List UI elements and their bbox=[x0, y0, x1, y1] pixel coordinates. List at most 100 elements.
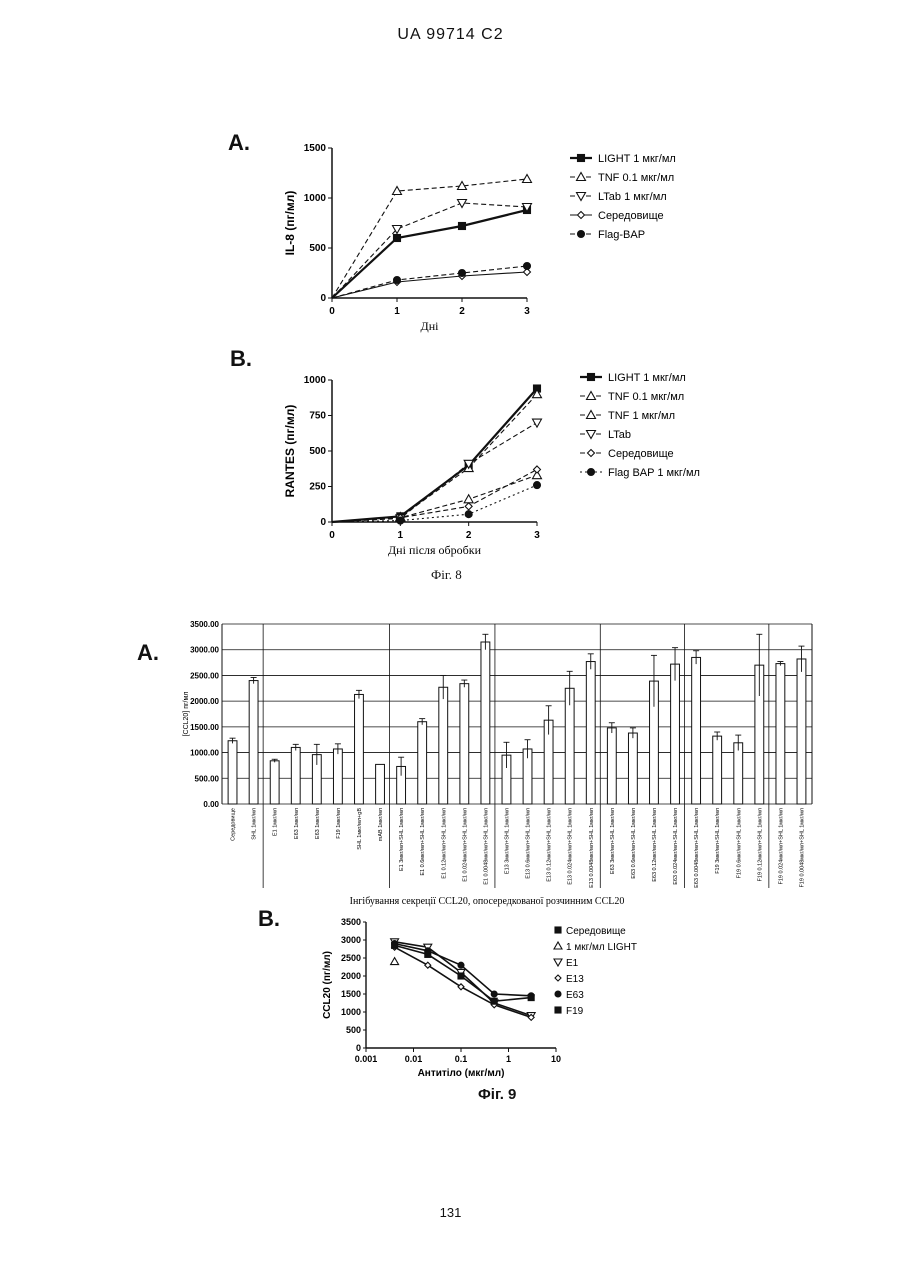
bar bbox=[333, 749, 342, 804]
legend-label: Flag-BAP bbox=[598, 229, 645, 241]
x-tick-label: F19 0.6мкг/мл+SHL 1мкг/мл bbox=[736, 808, 742, 878]
legend-label: E63 bbox=[566, 990, 584, 1001]
data-point bbox=[459, 223, 466, 230]
bar bbox=[692, 657, 701, 804]
legend-marker bbox=[554, 959, 562, 966]
y-tick-label: 3500.00 bbox=[190, 620, 219, 629]
y-axis-label: CCL20 (пг/мл) bbox=[322, 951, 333, 1019]
y-tick-label: 500.00 bbox=[195, 774, 220, 783]
bar bbox=[376, 764, 385, 804]
x-tick-label: E1 3мкг/мл+SHL 1мкг/мл bbox=[399, 808, 405, 871]
legend-label: LIGHT 1 мкг/мл bbox=[598, 153, 676, 165]
y-tick-label: 2500 bbox=[341, 953, 361, 963]
y-tick-label: 3000.00 bbox=[190, 646, 219, 655]
x-tick-label: Середовище bbox=[231, 808, 237, 841]
legend-label: Середовище bbox=[608, 448, 674, 460]
fig8-caption: Фіг. 8 bbox=[431, 567, 462, 583]
data-point bbox=[465, 511, 472, 518]
y-tick-label: 0 bbox=[320, 517, 326, 528]
data-point bbox=[534, 482, 541, 489]
bar bbox=[249, 681, 258, 804]
legend-marker bbox=[578, 231, 585, 238]
fig8-panel-a-chart: 0123050010001500ДніIL-8 (пг/мл)LIGHT 1 м… bbox=[280, 140, 720, 340]
y-tick-label: 0 bbox=[320, 293, 326, 304]
legend-marker bbox=[577, 173, 586, 181]
legend-label: Flag BAP 1 мкг/мл bbox=[608, 467, 700, 479]
x-tick-label: E1 1мкг/мл bbox=[273, 808, 279, 836]
x-tick-label: 0 bbox=[329, 306, 335, 317]
legend-label: TNF 0.1 мкг/мл bbox=[598, 172, 674, 184]
legend-marker bbox=[555, 1007, 561, 1013]
data-point bbox=[465, 503, 472, 510]
x-tick-label: 1 bbox=[398, 530, 404, 541]
y-tick-label: 1000 bbox=[304, 375, 327, 386]
x-axis-label: Дні після обробки bbox=[388, 543, 482, 557]
bar bbox=[355, 694, 364, 804]
x-tick-label: 1 bbox=[394, 306, 400, 317]
y-axis-label: [CCL20] пг/мл bbox=[183, 692, 190, 737]
x-tick-label: 0 bbox=[329, 530, 335, 541]
x-tick-label: F19 0.12мкг/мл+SHL 1мкг/мл bbox=[757, 808, 763, 881]
data-point bbox=[458, 200, 467, 208]
y-tick-label: 1500 bbox=[341, 989, 361, 999]
legend-label: Середовище bbox=[566, 926, 626, 937]
bar bbox=[481, 642, 490, 804]
fig9-panel-b-letter: B. bbox=[258, 906, 280, 932]
legend-label: 1 мкг/мл LIGHT bbox=[566, 942, 637, 953]
x-axis-label: Інгібування секреції CCL20, опосередкова… bbox=[350, 896, 625, 907]
bar bbox=[586, 662, 595, 804]
x-tick-label: SHL 1мкг/мл+gB bbox=[357, 808, 363, 850]
legend-label: LIGHT 1 мкг/мл bbox=[608, 372, 686, 384]
series-line bbox=[332, 475, 537, 522]
legend-label: Середовище bbox=[598, 210, 664, 222]
legend-marker bbox=[588, 469, 595, 476]
bar bbox=[439, 687, 448, 804]
legend-label: LTab 1 мкг/мл bbox=[598, 191, 667, 203]
data-point bbox=[458, 973, 464, 979]
legend-marker bbox=[555, 927, 561, 933]
bar bbox=[565, 688, 574, 804]
y-tick-label: 500 bbox=[309, 446, 326, 457]
x-tick-label: E13 0.6мкг/мл+SHL 1мкг/мл bbox=[526, 808, 532, 879]
page-number: 131 bbox=[0, 1205, 901, 1220]
series-line bbox=[332, 469, 537, 522]
x-tick-label: E63 0.12мкг/мл+SHL 1мкг/мл bbox=[652, 808, 658, 882]
series-line bbox=[395, 947, 532, 1017]
data-point bbox=[425, 951, 431, 957]
document-id-header: UA 99714 C2 bbox=[0, 26, 901, 44]
x-tick-label: 0.01 bbox=[405, 1054, 423, 1064]
x-tick-label: E63 1мкг/мл bbox=[294, 808, 300, 839]
x-tick-label: F19 3мкг/мл+SHL 1мкг/мл bbox=[715, 808, 721, 874]
data-point bbox=[392, 942, 398, 948]
fig8-panel-b-letter: B. bbox=[230, 346, 252, 372]
y-tick-label: 500 bbox=[346, 1025, 361, 1035]
y-tick-label: 500 bbox=[309, 243, 326, 254]
bar bbox=[460, 684, 469, 804]
y-tick-label: 3500 bbox=[341, 917, 361, 927]
fig8-panel-a-letter: A. bbox=[228, 130, 250, 156]
series-line bbox=[332, 179, 527, 298]
data-point bbox=[534, 466, 541, 473]
legend-marker bbox=[587, 431, 596, 439]
data-point bbox=[533, 419, 542, 427]
series-line bbox=[332, 210, 527, 298]
legend-label: TNF 0.1 мкг/мл bbox=[608, 391, 684, 403]
x-tick-label: E63 0.0048мкг/мл+SHL 1мкг/мл bbox=[694, 808, 700, 888]
x-tick-label: E1 0.6мкг/мл+SHL 1мкг/мл bbox=[420, 808, 426, 876]
x-tick-label: 3 bbox=[524, 306, 530, 317]
x-tick-label: E1 0.0048мкг/мл+SHL 1мкг/мл bbox=[483, 808, 489, 885]
y-tick-label: 250 bbox=[309, 482, 326, 493]
fig9-panel-a-chart: 0.00500.001000.001500.002000.002500.0030… bbox=[176, 618, 816, 908]
legend-marker bbox=[588, 450, 595, 457]
fig9-caption: Фіг. 9 bbox=[478, 1086, 516, 1103]
bar bbox=[628, 733, 637, 804]
legend-label: E1 bbox=[566, 958, 579, 969]
bar bbox=[418, 722, 427, 804]
data-point bbox=[458, 962, 464, 968]
series-line bbox=[332, 423, 537, 522]
bar bbox=[734, 743, 743, 804]
fig9-panel-a-letter: A. bbox=[137, 640, 159, 666]
bar bbox=[713, 736, 722, 804]
x-tick-label: 1 bbox=[506, 1054, 511, 1064]
bar bbox=[776, 664, 785, 804]
